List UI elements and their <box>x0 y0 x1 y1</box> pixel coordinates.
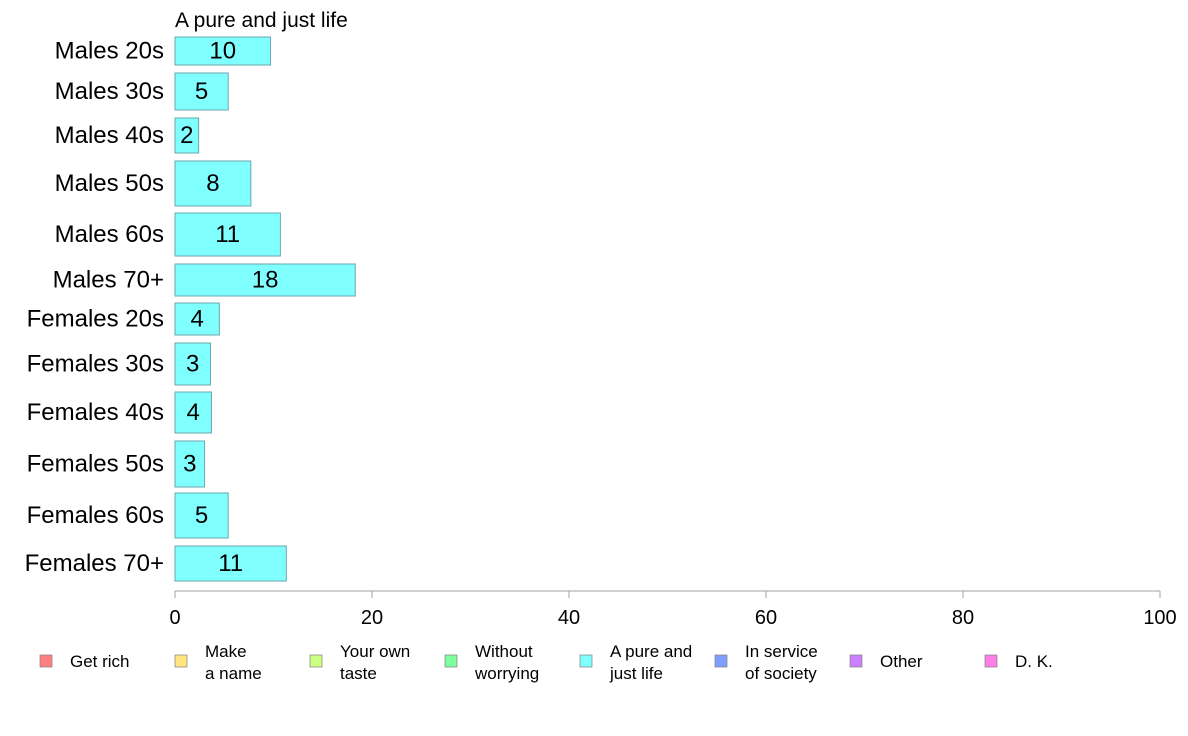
data-label: 3 <box>186 351 199 378</box>
data-label: 4 <box>190 306 203 333</box>
x-tick-label: 100 <box>1143 607 1176 629</box>
data-label: 18 <box>252 267 279 294</box>
legend-swatch <box>309 654 323 668</box>
legend-swatch <box>174 654 188 668</box>
category-label: Females 50s <box>27 451 164 478</box>
legend-label: taste <box>340 664 377 683</box>
x-tick-label: 0 <box>169 607 180 629</box>
data-label: 5 <box>195 502 208 529</box>
legend-label: A pure and <box>610 642 692 661</box>
bar <box>174 342 211 386</box>
data-label: 5 <box>195 78 208 105</box>
legend-label: just life <box>609 664 663 683</box>
bar <box>174 72 229 111</box>
bar <box>174 36 272 66</box>
legend-label: worrying <box>474 664 539 683</box>
category-label: Males 20s <box>55 38 164 65</box>
category-label: Females 40s <box>27 399 164 426</box>
category-label: Males 30s <box>55 78 164 105</box>
legend-label: Other <box>880 652 923 671</box>
data-label: 2 <box>180 122 193 149</box>
legend: Get rich Make a name Your own taste Without wo… <box>39 642 1053 683</box>
category-label: Females 60s <box>27 502 164 529</box>
legend-swatch <box>579 654 593 668</box>
legend-label: of society <box>745 664 817 683</box>
bar <box>174 263 356 297</box>
legend-swatch <box>444 654 458 668</box>
bar <box>174 302 220 336</box>
bar <box>174 440 206 488</box>
data-label: 11 <box>218 550 243 577</box>
bar <box>174 492 229 539</box>
bar <box>174 160 252 207</box>
bar <box>174 117 200 154</box>
x-tick-label: 20 <box>361 607 383 629</box>
x-tick-label: 80 <box>952 607 974 629</box>
category-label: Males 60s <box>55 221 164 248</box>
legend-swatch <box>714 654 728 668</box>
chart-title: A pure and just life <box>175 9 348 32</box>
data-label: 4 <box>187 399 200 426</box>
category-label: Females 20s <box>27 306 164 333</box>
x-axis: 0 20 40 60 80 100 <box>169 590 1177 629</box>
legend-swatch <box>849 654 863 668</box>
data-label: 11 <box>215 221 240 248</box>
category-label: Females 70+ <box>25 550 164 577</box>
legend-label: Get rich <box>70 652 130 671</box>
legend-label: Your own <box>340 642 410 661</box>
bars-group: Males 20s 10 Males 30s 5 Males 40s 2 Males 50s… <box>25 36 356 582</box>
bar <box>174 391 212 434</box>
category-label: Males 70+ <box>53 267 164 294</box>
x-tick-label: 40 <box>558 607 580 629</box>
legend-swatch <box>39 654 53 668</box>
legend-label: In service <box>745 642 818 661</box>
data-label: 10 <box>209 38 236 65</box>
category-label: Males 40s <box>55 122 164 149</box>
legend-label: D. K. <box>1015 652 1053 671</box>
category-label: Females 30s <box>27 351 164 378</box>
legend-label: Make <box>205 642 247 661</box>
x-tick-label: 60 <box>755 607 777 629</box>
bar <box>174 545 287 582</box>
legend-label: Without <box>475 642 533 661</box>
data-label: 8 <box>206 170 219 197</box>
bar <box>174 212 281 257</box>
data-label: 3 <box>183 451 196 478</box>
legend-label: a name <box>205 664 262 683</box>
legend-swatch <box>984 654 998 668</box>
category-label: Males 50s <box>55 170 164 197</box>
